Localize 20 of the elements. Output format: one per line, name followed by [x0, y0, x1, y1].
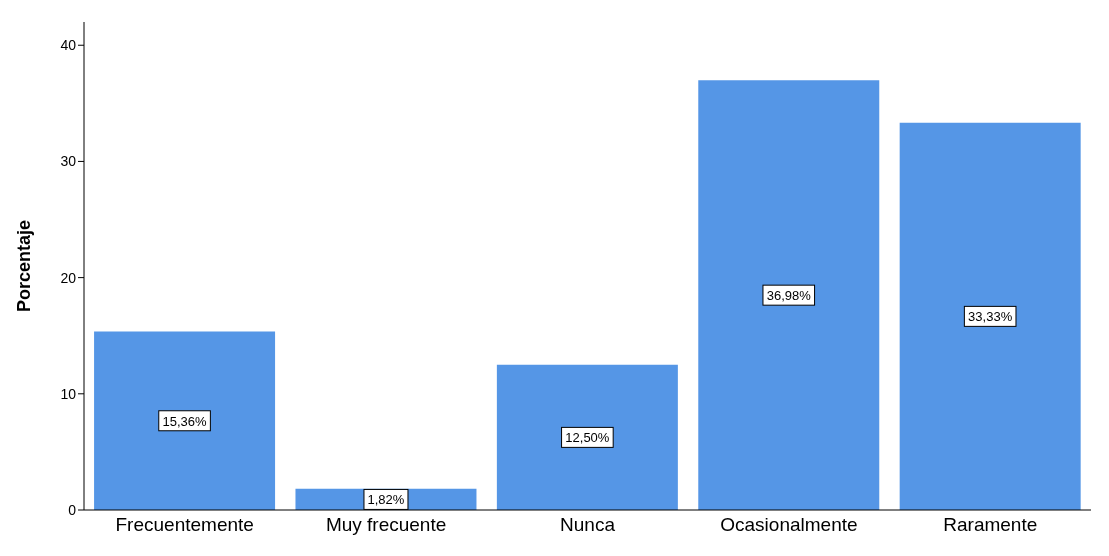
- bar: [496, 364, 678, 510]
- y-tick-label: 30: [60, 153, 77, 170]
- y-axis-title: Porcentaje: [14, 219, 35, 313]
- y-tick-label: 10: [60, 385, 77, 402]
- x-tick-label: Muy frecuente: [325, 514, 447, 536]
- x-tick-label: Ocasionalmente: [720, 514, 858, 536]
- bar: [698, 80, 880, 510]
- data-label: 1,82%: [367, 492, 405, 508]
- bar: [899, 122, 1081, 510]
- data-label: 12,50%: [565, 430, 610, 446]
- y-tick-label: 20: [60, 269, 77, 286]
- x-tick-label: Nunca: [560, 514, 616, 536]
- data-label: 15,36%: [162, 413, 208, 429]
- data-label: 33,33%: [968, 309, 1013, 325]
- x-tick-label: Raramente: [943, 514, 1038, 536]
- bar: [94, 331, 276, 510]
- data-label: 36,98%: [766, 288, 812, 304]
- y-tick-label: 40: [60, 37, 77, 54]
- y-tick-label: 0: [68, 501, 77, 518]
- x-tick-label: Frecuentemente: [115, 514, 254, 536]
